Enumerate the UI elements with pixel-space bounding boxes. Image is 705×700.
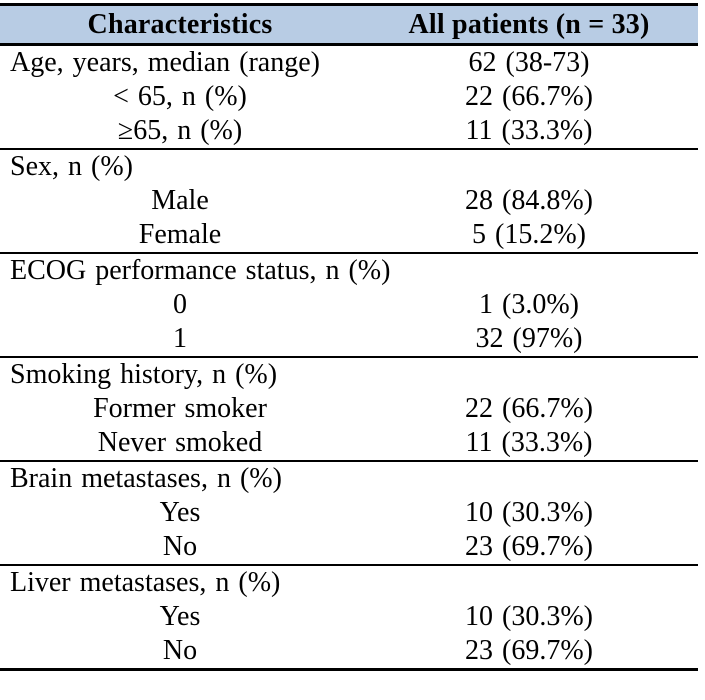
row-category-label: Liver metastases, n (%) bbox=[10, 567, 281, 598]
row-sub-label: Yes bbox=[159, 601, 201, 632]
table-row: Female 5 (15.2%) bbox=[0, 218, 698, 253]
table-row: Never smoked 11 (33.3%) bbox=[0, 426, 698, 461]
table-row: Sex, n (%) bbox=[0, 149, 698, 184]
table-row: Former smoker 22 (66.7%) bbox=[0, 392, 698, 426]
patient-characteristics-table: Characteristics All patients (n = 33) Ag… bbox=[0, 3, 698, 671]
table-section: Brain metastases, n (%) Yes 10 (30.3%) No 23… bbox=[0, 461, 698, 565]
row-value bbox=[360, 565, 698, 600]
row-sub-label: Yes bbox=[159, 497, 201, 528]
row-sub-label: ≥65, n (%) bbox=[117, 115, 243, 146]
table-row: No 23 (69.7%) bbox=[0, 634, 698, 670]
row-sub-label: No bbox=[162, 635, 198, 666]
table-row: Yes 10 (30.3%) bbox=[0, 600, 698, 634]
table-row: Brain metastases, n (%) bbox=[0, 461, 698, 496]
row-value: 22 (66.7%) bbox=[465, 393, 593, 424]
table-row: Age, years, median (range) 62 (38-73) bbox=[0, 45, 698, 81]
row-value: 23 (69.7%) bbox=[465, 531, 593, 562]
table-row: Liver metastases, n (%) bbox=[0, 565, 698, 600]
row-value: 10 (30.3%) bbox=[465, 601, 593, 632]
row-value bbox=[360, 357, 698, 392]
row-category-label: Age, years, median (range) bbox=[10, 47, 320, 78]
row-sub-label: Former smoker bbox=[93, 393, 267, 424]
row-value bbox=[360, 253, 698, 288]
row-sub-label: Female bbox=[138, 219, 222, 250]
row-value: 10 (30.3%) bbox=[465, 497, 593, 528]
header-characteristics: Characteristics bbox=[0, 3, 360, 46]
table-row: ECOG performance status, n (%) bbox=[0, 253, 698, 288]
header-row: Characteristics All patients (n = 33) bbox=[0, 3, 698, 46]
row-sub-label: No bbox=[162, 531, 198, 562]
row-sub-label: 0 bbox=[173, 289, 187, 320]
row-value: 23 (69.7%) bbox=[465, 635, 593, 666]
row-value bbox=[360, 461, 698, 496]
row-sub-label: < 65, n (%) bbox=[113, 81, 247, 112]
table-row: ≥65, n (%) 11 (33.3%) bbox=[0, 114, 698, 149]
row-value: 28 (84.8%) bbox=[465, 185, 593, 216]
row-value: 62 (38-73) bbox=[468, 47, 590, 78]
table-section: Liver metastases, n (%) Yes 10 (30.3%) No 23… bbox=[0, 565, 698, 670]
table-row: 0 1 (3.0%) bbox=[0, 288, 698, 322]
row-value: 1 (3.0%) bbox=[479, 289, 579, 320]
row-sub-label: Never smoked bbox=[97, 427, 263, 458]
row-category-label: Sex, n (%) bbox=[10, 151, 133, 182]
table-row: < 65, n (%) 22 (66.7%) bbox=[0, 80, 698, 114]
row-value: 22 (66.7%) bbox=[465, 81, 593, 112]
row-sub-label: 1 bbox=[173, 323, 187, 354]
table-section: Age, years, median (range) 62 (38-73) < 65… bbox=[0, 45, 698, 150]
table-section: Smoking history, n (%) Former smoker 22 (6… bbox=[0, 357, 698, 461]
row-value: 32 (97%) bbox=[475, 323, 583, 354]
row-value: 11 (33.3%) bbox=[465, 427, 593, 458]
row-value: 5 (15.2%) bbox=[472, 219, 586, 250]
table-section: Sex, n (%) Male 28 (84.8%) Female 5 (15.2%) bbox=[0, 149, 698, 253]
document-page: Characteristics All patients (n = 33) Ag… bbox=[0, 3, 705, 700]
table-row: 1 32 (97%) bbox=[0, 322, 698, 357]
table-section: ECOG performance status, n (%) 0 1 (3.0%) 1… bbox=[0, 253, 698, 357]
row-category-label: ECOG performance status, n (%) bbox=[10, 255, 391, 286]
table-header: Characteristics All patients (n = 33) bbox=[0, 3, 698, 46]
row-value: 11 (33.3%) bbox=[465, 115, 593, 146]
row-category-label: Brain metastases, n (%) bbox=[10, 463, 282, 494]
row-value bbox=[360, 149, 698, 184]
table-row: Yes 10 (30.3%) bbox=[0, 496, 698, 530]
table-row: No 23 (69.7%) bbox=[0, 530, 698, 565]
table-row: Male 28 (84.8%) bbox=[0, 184, 698, 218]
table-row: Smoking history, n (%) bbox=[0, 357, 698, 392]
row-category-label: Smoking history, n (%) bbox=[10, 359, 278, 390]
header-all-patients: All patients (n = 33) bbox=[360, 3, 698, 46]
row-sub-label: Male bbox=[151, 185, 209, 216]
